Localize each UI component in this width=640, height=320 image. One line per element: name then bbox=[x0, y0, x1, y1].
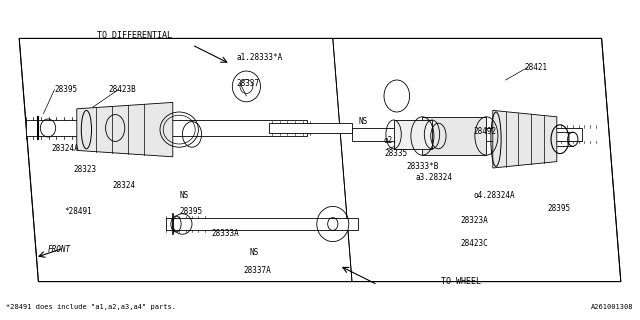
Text: 28333A: 28333A bbox=[211, 229, 239, 238]
Text: TO DIFFERENTIAL: TO DIFFERENTIAL bbox=[97, 31, 172, 40]
Bar bbox=[422, 117, 486, 155]
Text: a3.28324: a3.28324 bbox=[416, 173, 453, 182]
Text: 28324A: 28324A bbox=[51, 144, 79, 153]
Text: NS: NS bbox=[250, 248, 259, 257]
Text: a1.28333*A: a1.28333*A bbox=[237, 53, 283, 62]
Bar bbox=[352, 128, 582, 141]
Text: 28395: 28395 bbox=[547, 204, 570, 212]
Text: 28423B: 28423B bbox=[109, 85, 136, 94]
Text: A261001308: A261001308 bbox=[591, 304, 634, 310]
Text: 28423C: 28423C bbox=[461, 239, 488, 248]
Text: 28492: 28492 bbox=[474, 127, 497, 136]
Polygon shape bbox=[77, 102, 173, 157]
Text: *28491: *28491 bbox=[64, 207, 92, 216]
Text: 28421: 28421 bbox=[525, 63, 548, 72]
Text: TO WHEEL: TO WHEEL bbox=[441, 277, 481, 286]
Text: 28324: 28324 bbox=[112, 181, 135, 190]
Text: NS: NS bbox=[358, 117, 367, 126]
Text: 28333*B: 28333*B bbox=[406, 162, 439, 171]
Bar bbox=[269, 123, 352, 133]
Text: 28337: 28337 bbox=[237, 79, 260, 88]
Text: 28323A: 28323A bbox=[461, 216, 488, 225]
Text: FRONT: FRONT bbox=[48, 245, 71, 254]
Text: 28337A: 28337A bbox=[243, 266, 271, 275]
Text: 28335: 28335 bbox=[384, 149, 407, 158]
Text: *28491 does include "a1,a2,a3,a4" parts.: *28491 does include "a1,a2,a3,a4" parts. bbox=[6, 304, 177, 310]
Text: o2.: o2. bbox=[384, 136, 398, 145]
Text: NS: NS bbox=[179, 191, 188, 200]
Text: 28395: 28395 bbox=[54, 85, 77, 94]
Bar bbox=[166, 218, 358, 230]
Bar bbox=[26, 120, 307, 136]
Text: 28323: 28323 bbox=[74, 165, 97, 174]
Bar bbox=[394, 120, 432, 149]
Text: 28395: 28395 bbox=[179, 207, 202, 216]
Text: o4.28324A: o4.28324A bbox=[474, 191, 515, 200]
Polygon shape bbox=[493, 110, 557, 168]
